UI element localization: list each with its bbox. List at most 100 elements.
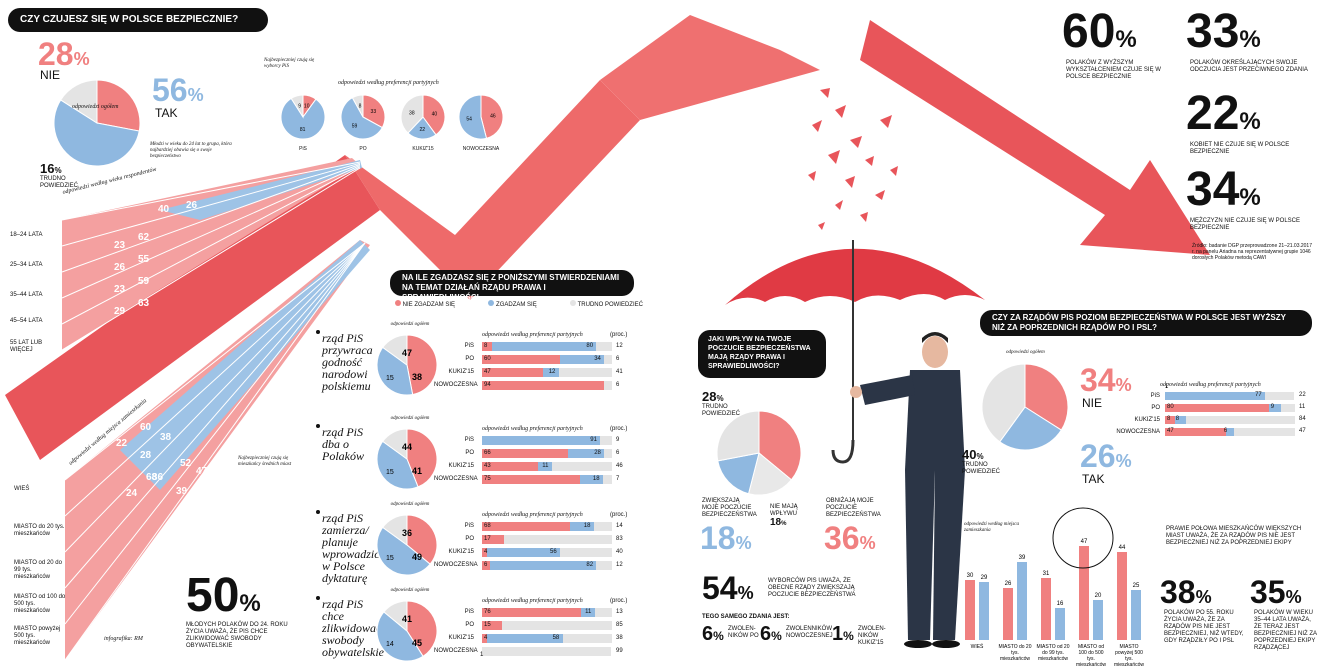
age-label: 25–34 LATA bbox=[10, 262, 43, 268]
legend-zgadzam-dot bbox=[488, 300, 495, 306]
bar-nie bbox=[482, 608, 581, 617]
row-party: PiS bbox=[464, 609, 474, 615]
bar-value-trudno: 41 bbox=[616, 369, 623, 375]
row-party: KUKIZ'15 bbox=[448, 635, 475, 641]
red-arrow-left bbox=[5, 155, 380, 460]
statement-party-header: odpowiedzi według preferencji partyjnych bbox=[482, 426, 583, 432]
bar-value-trudno: 38 bbox=[616, 635, 623, 641]
place-bar-category: MIASTO od 20 do 99 tys. mieszkańców bbox=[1037, 644, 1070, 662]
statement-pie-tak: 49 bbox=[412, 552, 422, 562]
place-bar-tak-label: 20 bbox=[1095, 593, 1102, 599]
bar-nie bbox=[482, 535, 505, 544]
tak-percentage: 56% bbox=[152, 72, 204, 108]
higher-overall-label: odpowiedzi ogółem bbox=[1006, 350, 1045, 355]
impact-title-pill: JAKI WPŁYW NA TWOJE POCZUCIE BEZPIECZEŃS… bbox=[698, 330, 826, 378]
place-bar-category: WIEŚ bbox=[971, 642, 984, 650]
bar-trudno bbox=[595, 608, 612, 617]
same-opinion-percent: % bbox=[843, 629, 854, 643]
age-value-blue: 59 bbox=[138, 276, 150, 287]
pie-slice-tak bbox=[376, 440, 419, 490]
place-value-pink: 36 bbox=[152, 472, 164, 483]
bar-trudno bbox=[504, 535, 612, 544]
man-figure bbox=[850, 332, 965, 648]
statement-title: rząd PiS zamierza/ planuje wprowadzić w … bbox=[322, 511, 380, 585]
impact-obniz-label: OBNIŻAJĄ MOJE POCZUCIE BEZPIECZEŃSTWA bbox=[826, 498, 881, 518]
pie-slice-tak bbox=[376, 526, 431, 576]
bar-value-trudno: 12 bbox=[616, 562, 623, 568]
right-stat-pct: 22% bbox=[1186, 90, 1261, 138]
pie-slice-nie bbox=[362, 94, 386, 129]
higher-value-trudno: 11 bbox=[1299, 404, 1306, 410]
age-label: 18–24 LATA bbox=[10, 232, 43, 238]
place-label: MIASTO od 100 do 500 tys. mieszkańców bbox=[14, 594, 66, 614]
place-bar-nie-label: 26 bbox=[1005, 581, 1012, 587]
pie-slice-nie bbox=[406, 428, 438, 488]
bar-value-trudno: 46 bbox=[616, 463, 623, 469]
pie-slice-trudno bbox=[716, 410, 760, 462]
pie-slice-tak bbox=[340, 97, 383, 140]
statement-pie-trudno: 14 bbox=[386, 641, 394, 648]
bar-value-tak: 28 bbox=[594, 450, 601, 456]
statement-overall-label: odpowiedzi ogółem bbox=[390, 588, 430, 593]
bar-value-trudno: 13 bbox=[616, 609, 623, 615]
bar-tak bbox=[570, 522, 594, 531]
place-note: Najbezpieczniej czują się mieszkańcy śre… bbox=[238, 456, 292, 467]
place-fan-line bbox=[64, 242, 366, 553]
pie-slice-tak bbox=[376, 611, 424, 662]
statement-pie-trudno: 15 bbox=[386, 555, 394, 562]
pie-slice-tak bbox=[53, 99, 140, 167]
same-opinion-text: ZWOLEN-NIKÓW PO bbox=[728, 626, 759, 639]
right-stat-text: POLAKÓW Z WYŻSZYM WYKSZTAŁCENIEM CZUJE S… bbox=[1066, 60, 1161, 80]
right-stat-number: 33 bbox=[1186, 5, 1240, 58]
bar-tak bbox=[492, 342, 597, 351]
higher-trudno-pct: 40% bbox=[962, 447, 984, 462]
higher-value-tak: 9 bbox=[1270, 404, 1275, 410]
age-value-pink: 23 bbox=[114, 284, 126, 295]
place-fan-line bbox=[64, 242, 366, 481]
place-value-pink: 22 bbox=[116, 438, 128, 449]
main-pie-center-label: odpowiedzi ogółem bbox=[72, 104, 119, 110]
same-opinion-number: 1 bbox=[832, 623, 844, 645]
bar-trudno bbox=[1185, 416, 1295, 424]
place-label: WIEŚ bbox=[14, 486, 30, 492]
higher-value-trudno: 84 bbox=[1299, 416, 1306, 422]
pie-slice-tak bbox=[458, 94, 488, 140]
main-pie-slices bbox=[53, 79, 141, 167]
party-pie-label: PiS bbox=[299, 146, 307, 152]
place-bar-nie-label: 47 bbox=[1081, 539, 1088, 545]
same-opinion-pct: 6% bbox=[702, 624, 724, 644]
place-value-blue: 47 bbox=[196, 466, 208, 477]
bar-tak bbox=[580, 608, 596, 617]
right-stat-number: 60 bbox=[1062, 5, 1116, 58]
bar-trudno bbox=[1233, 428, 1295, 436]
impact-trudno-label: TRUDNO POWIEDZIEĆ bbox=[702, 404, 741, 417]
statement-pie-tak: 41 bbox=[412, 466, 422, 476]
party-pie: 10 81 9 bbox=[280, 94, 326, 140]
right-stat-text: KOBIET NIE CZUJE SIĘ W POLSCE BEZPIECZNI… bbox=[1190, 142, 1290, 155]
row-party: PO bbox=[465, 622, 474, 628]
pie-slice-tak bbox=[999, 406, 1062, 451]
place-label: MIASTO od 20 do 99 tys. mieszkańców bbox=[14, 560, 62, 580]
row-party: PO bbox=[465, 536, 474, 542]
age-label: 55 LAT LUB WIĘCEJ bbox=[10, 340, 43, 353]
place-bar-chart: 30 29 WIEŚ 26 39 MIASTO do 20 tys. mieszkańców 3… bbox=[965, 507, 1144, 668]
bar-nie bbox=[482, 561, 490, 570]
place-bar-tak-label: 39 bbox=[1019, 555, 1026, 561]
place-fan-line bbox=[64, 242, 366, 625]
bar-trudno bbox=[482, 647, 611, 656]
pie-slice-trudno bbox=[351, 94, 364, 118]
bar-nie bbox=[482, 634, 488, 643]
impact-obniz-pct: 36% bbox=[824, 520, 876, 556]
bar-value-trudno: 40 bbox=[616, 549, 623, 555]
higher-value-tak: 6 bbox=[1223, 428, 1228, 434]
bar-value-tak: 12 bbox=[548, 369, 556, 375]
bar-trudno bbox=[602, 475, 612, 484]
bar-tak bbox=[567, 449, 605, 458]
age-label: 45–54 LATA bbox=[10, 318, 43, 324]
source-note: Źródło: badanie DGP przeprowadzone 21–21… bbox=[1192, 243, 1312, 261]
place-bar-nie-label: 30 bbox=[967, 573, 974, 579]
place-bar-category: MIASTO powyżej 500 tys. mieszkańców bbox=[1114, 644, 1144, 668]
row-party: KUKIZ'15 bbox=[448, 549, 475, 555]
bar-value-tak: 11 bbox=[542, 463, 549, 469]
